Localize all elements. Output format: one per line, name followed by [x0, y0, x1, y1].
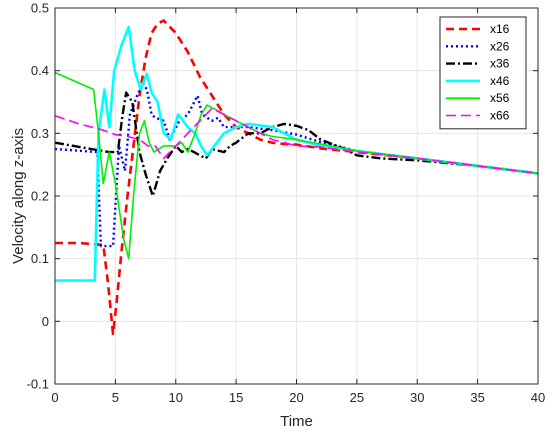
x-tick-label: 35	[470, 390, 484, 405]
y-tick-label: 0.1	[31, 251, 49, 266]
y-tick-label: 0.5	[31, 1, 49, 16]
y-tick-label: 0.2	[31, 189, 49, 204]
x-tick-label: 15	[229, 390, 243, 405]
series-line-x26	[54, 82, 539, 248]
y-tick-label: 0.3	[31, 126, 49, 141]
x-tick-label: 30	[410, 390, 424, 405]
series-line-x36	[54, 91, 539, 198]
legend-box	[439, 16, 527, 130]
x-tick-label: 40	[531, 390, 545, 405]
series-line-x56	[54, 71, 539, 260]
y-axis-label: Velocity along z-axis	[10, 128, 27, 264]
grid	[54, 7, 539, 385]
x-axis-label: Time	[280, 413, 313, 430]
legend-label-x26: x26	[490, 39, 510, 53]
legend-label-x56: x56	[490, 91, 510, 105]
y-tick-label: 0.4	[31, 63, 49, 78]
x-tick-label: 25	[350, 390, 364, 405]
legend: x16 x26 x36 x46 x56 x66	[439, 16, 527, 130]
legend-label-x36: x36	[490, 57, 510, 71]
legend-label-x46: x46	[490, 74, 510, 88]
series-lines	[54, 19, 539, 336]
series-line-x66	[54, 107, 539, 175]
legend-label-x16: x16	[490, 22, 510, 36]
legend-label-x66: x66	[490, 109, 510, 123]
series-line-x16	[55, 19, 539, 336]
x-tick-label: 0	[51, 390, 58, 405]
ticks: 0 5 10 15 20 25 30 35 40-0.100.10.20.30.40.5	[27, 1, 546, 406]
y-tick-label: -0.1	[27, 377, 49, 392]
x-tick-label: 20	[289, 390, 303, 405]
y-tick-label: 0	[42, 314, 49, 329]
x-tick-label: 10	[169, 390, 183, 405]
x-tick-label: 5	[112, 390, 119, 405]
